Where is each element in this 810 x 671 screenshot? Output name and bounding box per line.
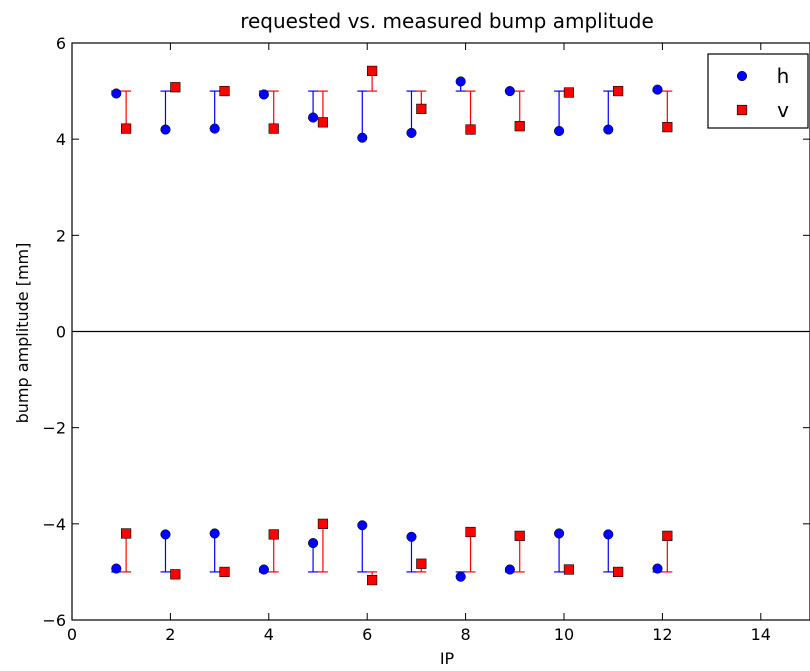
data-point-v <box>367 574 378 586</box>
data-point-h <box>455 76 466 87</box>
data-point-h <box>406 531 417 542</box>
data-point-v <box>416 558 427 569</box>
data-point-v <box>268 529 279 540</box>
legend: hv <box>707 53 809 129</box>
data-point-v <box>121 123 132 134</box>
data-point-v <box>170 82 181 93</box>
data-point-v <box>613 85 624 97</box>
data-point-v <box>317 518 329 529</box>
x-tick-label: 10 <box>554 625 574 644</box>
data-point-h <box>652 84 663 95</box>
data-point-h <box>652 563 663 574</box>
x-tick-label: 0 <box>67 625 77 644</box>
data-point-v <box>662 530 673 541</box>
data-point-v <box>465 526 476 538</box>
x-tick-label: 12 <box>652 625 672 644</box>
y-tick-label: −6 <box>42 611 66 630</box>
data-point-h <box>357 132 368 143</box>
data-point-h <box>455 571 466 582</box>
x-tick-label: 4 <box>264 625 274 644</box>
data-point-h <box>603 529 614 540</box>
data-point-v <box>563 564 575 575</box>
data-point-h <box>504 86 515 97</box>
data-point-v <box>219 566 230 578</box>
x-tick-label: 2 <box>165 625 175 644</box>
x-axis: 0 2 4 6 8 10 12 14 <box>67 43 771 644</box>
y-tick-label: 2 <box>56 226 66 245</box>
legend-box <box>707 53 809 129</box>
legend-label-v: v <box>777 98 789 122</box>
data-point-v <box>170 569 181 580</box>
x-tick-label: 14 <box>751 625 771 644</box>
data-point-h <box>258 89 269 100</box>
data-point-h <box>209 528 220 539</box>
data-point-h <box>308 112 319 123</box>
data-point-v <box>121 528 132 539</box>
data-point-v <box>465 124 476 135</box>
data-point-h <box>357 520 368 531</box>
data-point-h <box>111 563 122 574</box>
data-point-v <box>662 122 673 133</box>
data-point-v <box>367 65 378 76</box>
y-tick-label: −4 <box>42 515 66 534</box>
legend-marker-h <box>736 70 748 82</box>
y-axis-label: bump amplitude [mm] <box>13 243 32 424</box>
y-tick-label: 6 <box>56 34 66 53</box>
data-point-h <box>111 88 122 99</box>
data-point-h <box>554 125 565 137</box>
data-point-v <box>514 121 525 132</box>
data-point-h <box>160 124 171 135</box>
data-point-v <box>416 103 427 114</box>
y-tick-label: 4 <box>56 130 66 149</box>
data-point-v <box>219 85 230 97</box>
legend-label-h: h <box>777 64 790 88</box>
legend-marker-v <box>736 104 748 116</box>
y-tick-label: −2 <box>42 419 66 438</box>
data-point-v <box>268 123 279 134</box>
x-tick-label: 8 <box>461 625 471 644</box>
x-axis-label: IP <box>440 649 455 668</box>
data-point-h <box>308 538 319 549</box>
data-point-h <box>603 124 614 135</box>
data-point-h <box>209 123 220 134</box>
data-point-h <box>406 127 417 138</box>
chart-title: requested vs. measured bump amplitude <box>240 9 654 33</box>
data-point-h <box>504 564 515 575</box>
data-point-h <box>160 529 171 540</box>
data-point-v <box>514 530 525 541</box>
y-tick-label: 0 <box>56 323 66 342</box>
plot-area <box>71 42 810 621</box>
data-point-v <box>613 566 624 578</box>
x-tick-label: 6 <box>362 625 372 644</box>
data-point-v <box>563 87 575 98</box>
y-axis: −6 −4 −2 0 2 4 6 <box>42 34 810 630</box>
data-point-v <box>317 117 329 128</box>
data-point-h <box>554 528 565 539</box>
data-point-h <box>258 564 269 575</box>
